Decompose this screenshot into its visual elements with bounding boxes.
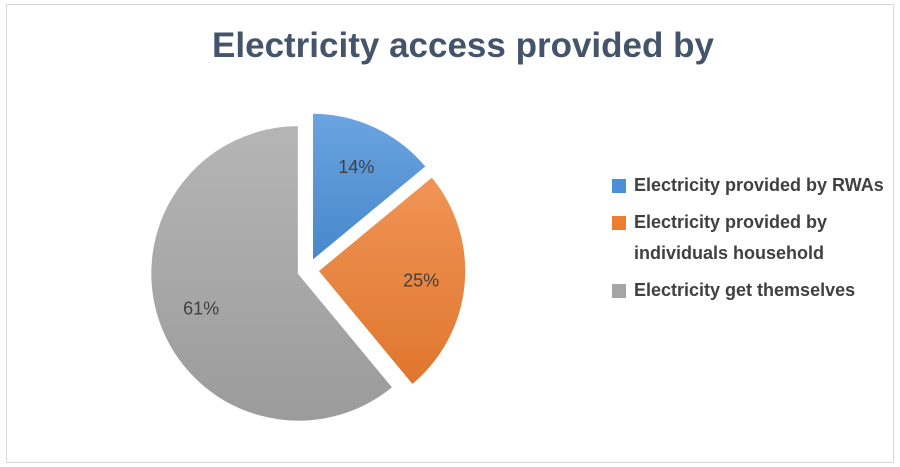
slice-get-themselves [149,124,394,423]
legend-label-rwas: Electricity provided by RWAs [634,175,884,195]
slice-rwas [311,112,428,263]
chart-title: Electricity access provided by [212,26,714,65]
slice-individuals-household [316,175,467,387]
legend-item-get-themselves: Electricity get themselves [612,275,894,306]
legend-label-get-themselves: Electricity get themselves [634,280,856,300]
legend-swatch-get-themselves [612,284,626,298]
legend-item-rwas: Electricity provided by RWAs [612,170,894,201]
legend-item-individuals-household: Electricity provided by individuals hous… [612,207,894,269]
label-get-themselves: 61% [183,298,219,318]
label-rwas: 14% [338,157,374,177]
label-individuals-household: 25% [403,271,439,291]
legend: Electricity provided by RWAs Electricity… [612,170,894,312]
legend-swatch-rwas [612,179,626,193]
legend-swatch-individuals-household [612,216,626,230]
legend-label-individuals-household: Electricity provided by individuals hous… [634,212,828,263]
